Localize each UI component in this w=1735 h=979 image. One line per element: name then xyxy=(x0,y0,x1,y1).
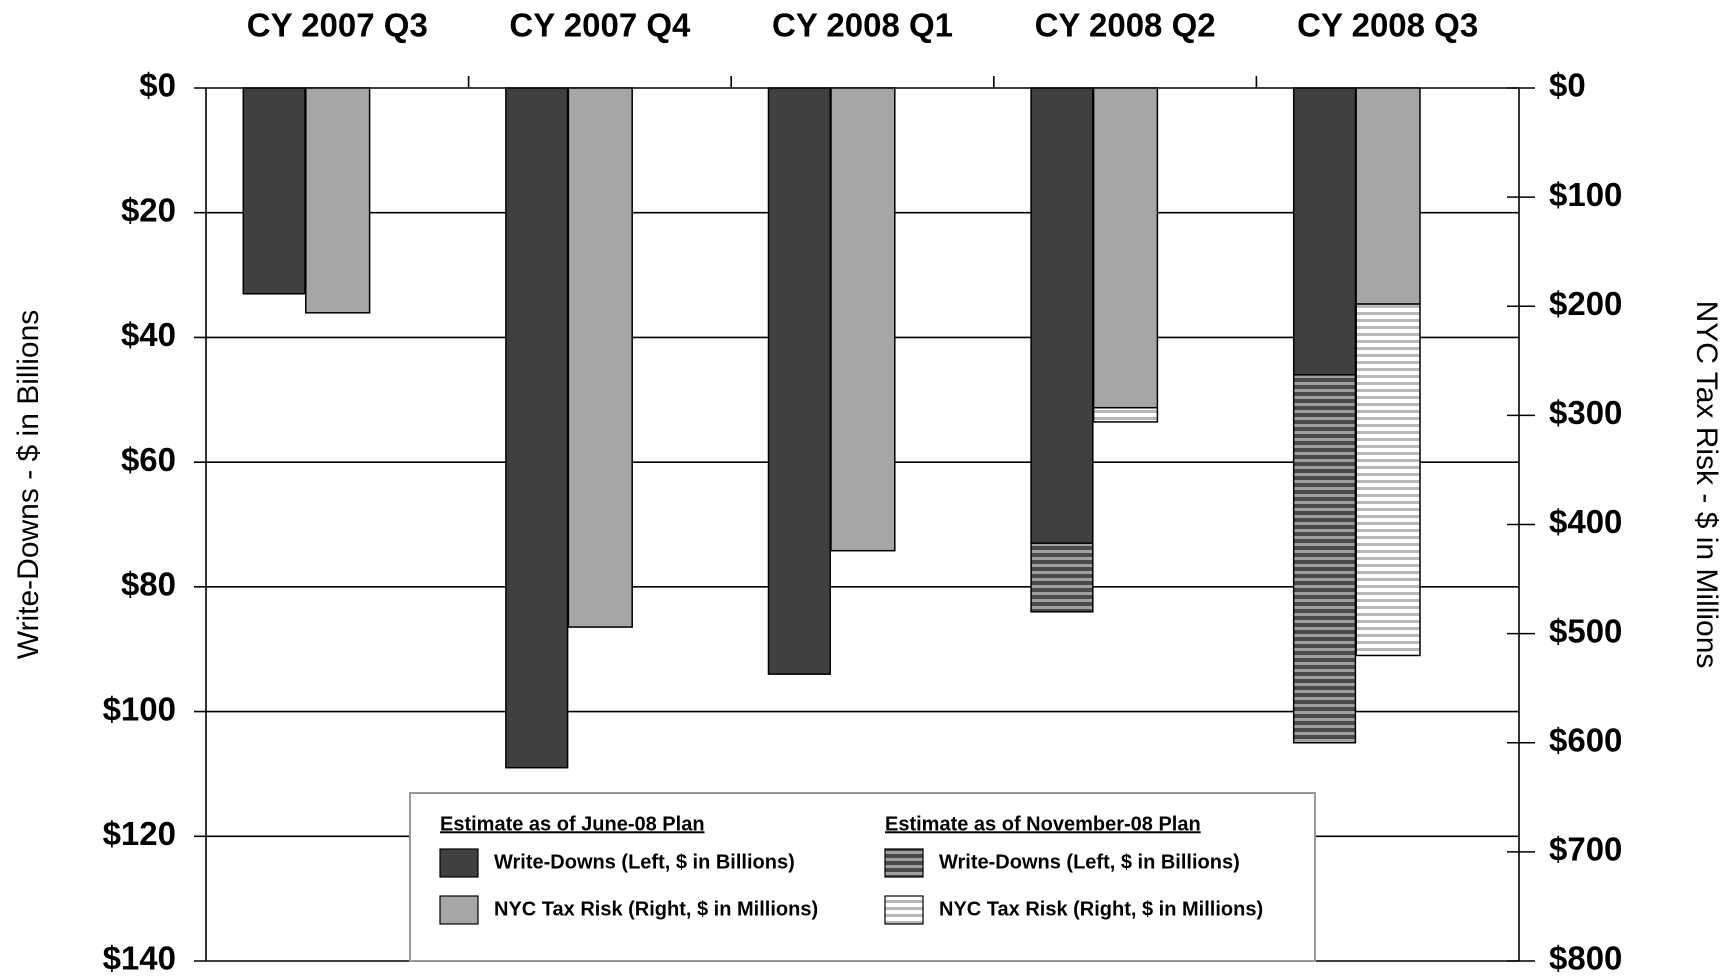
y-tick-label: $100 xyxy=(103,690,176,727)
bar xyxy=(1292,87,1357,376)
legend-swatch xyxy=(884,848,924,878)
y-axis-title: Write-Downs - $ in Billions xyxy=(12,310,45,660)
y2-tick-label: $200 xyxy=(1549,285,1622,322)
y-tick-label: $40 xyxy=(121,316,176,353)
x-tick-label: CY 2007 Q3 xyxy=(247,7,428,44)
y-tick-label: $60 xyxy=(121,441,176,478)
bar xyxy=(242,87,306,295)
bar xyxy=(1092,406,1159,423)
legend-swatch xyxy=(884,895,924,925)
bar xyxy=(830,87,896,552)
bar xyxy=(1092,87,1159,409)
bar xyxy=(1355,87,1421,305)
y-tick-label: $120 xyxy=(103,815,176,852)
legend-label: Write-Downs (Left, $ in Billions) xyxy=(494,851,795,873)
y2-tick-label: $100 xyxy=(1549,176,1622,213)
bar xyxy=(305,87,371,314)
legend-swatch xyxy=(439,895,479,925)
bar xyxy=(1030,87,1094,544)
y2-tick-label: $700 xyxy=(1549,831,1622,868)
legend-header: Estimate as of June-08 Plan xyxy=(440,813,705,835)
x-tick-label: CY 2007 Q4 xyxy=(509,7,691,44)
y2-tick-label: $600 xyxy=(1549,721,1622,758)
y2-tick-label: $0 xyxy=(1549,67,1586,104)
bar xyxy=(767,87,831,675)
legend-swatch xyxy=(439,848,479,878)
legend-header: Estimate as of November-08 Plan xyxy=(885,813,1201,835)
bar xyxy=(1292,374,1357,744)
legend-label: NYC Tax Risk (Right, $ in Millions) xyxy=(494,898,818,920)
y2-axis-title: NYC Tax Risk - $ in Millions xyxy=(1690,301,1723,669)
x-tick-label: CY 2008 Q1 xyxy=(772,7,953,44)
x-tick-label: CY 2008 Q2 xyxy=(1035,7,1216,44)
y-tick-label: $80 xyxy=(121,566,176,603)
x-tick-label: CY 2008 Q3 xyxy=(1297,7,1478,44)
legend-label: Write-Downs (Left, $ in Billions) xyxy=(939,851,1240,873)
bar xyxy=(567,87,633,628)
bar xyxy=(505,87,569,769)
y2-tick-label: $800 xyxy=(1549,940,1622,977)
bar xyxy=(1030,542,1094,613)
y-tick-label: $0 xyxy=(139,67,176,104)
y2-tick-label: $300 xyxy=(1549,394,1622,431)
legend-label: NYC Tax Risk (Right, $ in Millions) xyxy=(939,898,1263,920)
legend-box xyxy=(409,792,1316,962)
y-tick-label: $140 xyxy=(103,940,176,977)
y2-tick-label: $500 xyxy=(1549,612,1622,649)
y-tick-label: $20 xyxy=(121,191,176,228)
y2-tick-label: $400 xyxy=(1549,503,1622,540)
bar xyxy=(1355,303,1421,657)
